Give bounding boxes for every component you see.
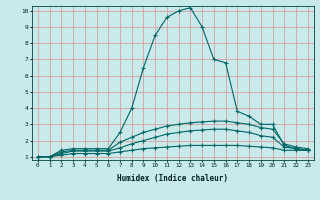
X-axis label: Humidex (Indice chaleur): Humidex (Indice chaleur): [117, 174, 228, 183]
